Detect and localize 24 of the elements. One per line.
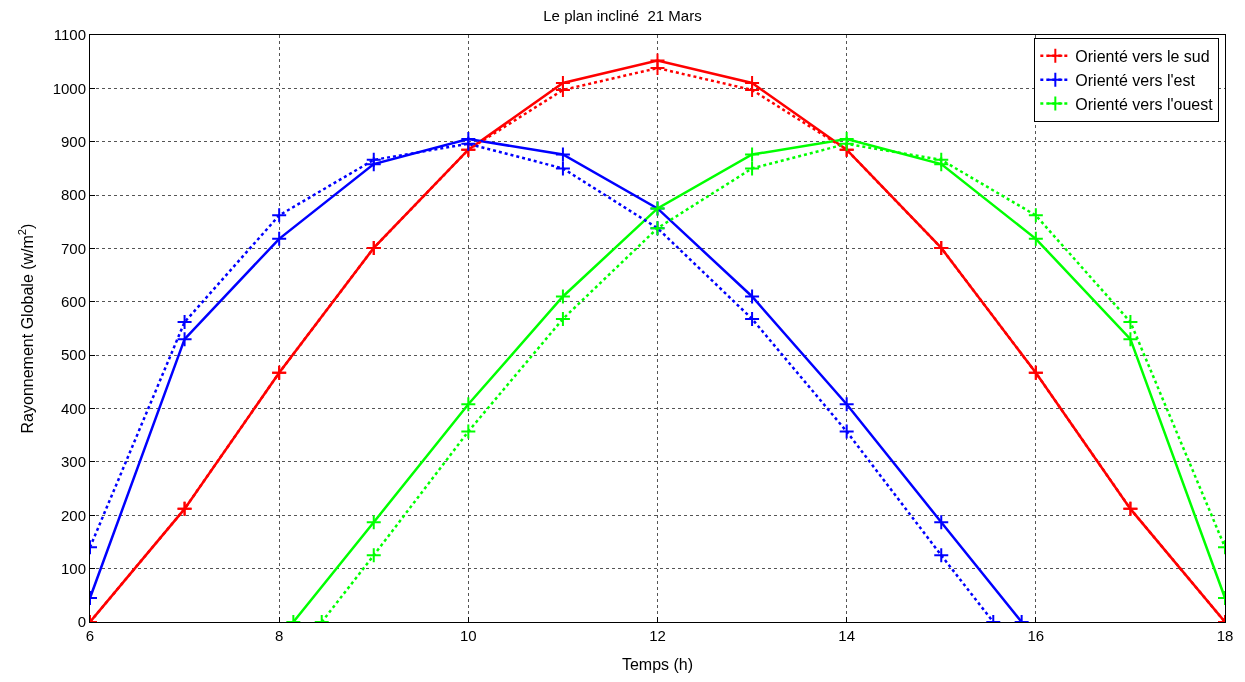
x-tick-label: 12 bbox=[649, 627, 666, 644]
y-tick-label: 600 bbox=[60, 293, 86, 311]
y-tick-label: 400 bbox=[60, 399, 86, 417]
legend-label: Orienté vers l'est bbox=[1075, 71, 1196, 89]
legend-label: Orienté vers l'ouest bbox=[1075, 95, 1214, 113]
x-tick-label: 8 bbox=[275, 627, 284, 644]
x-tick-label: 18 bbox=[1216, 627, 1234, 644]
x-tick-label: 10 bbox=[459, 627, 477, 644]
y-tick-label: 200 bbox=[60, 506, 86, 524]
y-tick-label: 100 bbox=[60, 559, 86, 577]
y-tick-label: 700 bbox=[60, 239, 86, 257]
y-tick-label: 300 bbox=[60, 453, 86, 471]
x-tick-label: 16 bbox=[1027, 627, 1045, 644]
x-axis-title: Temps (h) bbox=[621, 655, 694, 673]
x-tick-label: 6 bbox=[85, 627, 95, 644]
x-tick-label: 14 bbox=[838, 627, 856, 644]
y-tick-label: 0 bbox=[77, 613, 86, 631]
y-tick-label: 500 bbox=[60, 346, 86, 364]
y-tick-label: 900 bbox=[60, 132, 86, 150]
chart-title: Le plan incliné 21 Mars bbox=[543, 6, 702, 24]
y-tick-label: 1100 bbox=[53, 26, 86, 44]
y-tick-label: 800 bbox=[60, 186, 86, 204]
legend-label: Orienté vers le sud bbox=[1075, 48, 1210, 66]
y-tick-label: 1000 bbox=[52, 79, 86, 97]
